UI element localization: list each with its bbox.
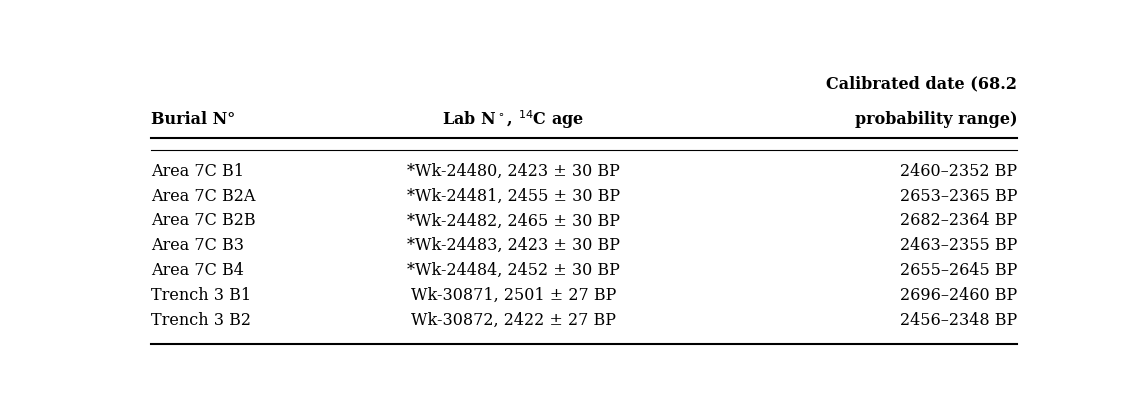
Text: Area 7C B2A: Area 7C B2A — [152, 187, 255, 204]
Text: 2653–2365 BP: 2653–2365 BP — [899, 187, 1017, 204]
Text: probability range): probability range) — [855, 111, 1017, 128]
Text: 2655–2645 BP: 2655–2645 BP — [899, 262, 1017, 279]
Text: *Wk-24483, 2423 ± 30 BP: *Wk-24483, 2423 ± 30 BP — [407, 237, 620, 254]
Text: Lab N$^\circ$, $^{14}$C age: Lab N$^\circ$, $^{14}$C age — [442, 108, 585, 131]
Text: Wk-30872, 2422 ± 27 BP: Wk-30872, 2422 ± 27 BP — [412, 312, 616, 329]
Text: Burial N°: Burial N° — [152, 111, 236, 128]
Text: *Wk-24484, 2452 ± 30 BP: *Wk-24484, 2452 ± 30 BP — [407, 262, 620, 279]
Text: 2456–2348 BP: 2456–2348 BP — [899, 312, 1017, 329]
Text: Trench 3 B1: Trench 3 B1 — [152, 287, 252, 304]
Text: *Wk-24480, 2423 ± 30 BP: *Wk-24480, 2423 ± 30 BP — [407, 163, 620, 180]
Text: Trench 3 B2: Trench 3 B2 — [152, 312, 251, 329]
Text: Area 7C B4: Area 7C B4 — [152, 262, 244, 279]
Text: *Wk-24482, 2465 ± 30 BP: *Wk-24482, 2465 ± 30 BP — [407, 212, 620, 230]
Text: Area 7C B1: Area 7C B1 — [152, 163, 244, 180]
Text: *Wk-24481, 2455 ± 30 BP: *Wk-24481, 2455 ± 30 BP — [407, 187, 620, 204]
Text: Wk-30871, 2501 ± 27 BP: Wk-30871, 2501 ± 27 BP — [410, 287, 617, 304]
Text: Area 7C B2B: Area 7C B2B — [152, 212, 256, 230]
Text: 2460–2352 BP: 2460–2352 BP — [901, 163, 1017, 180]
Text: Calibrated date (68.2: Calibrated date (68.2 — [826, 75, 1017, 92]
Text: 2696–2460 BP: 2696–2460 BP — [899, 287, 1017, 304]
Text: 2682–2364 BP: 2682–2364 BP — [899, 212, 1017, 230]
Text: Area 7C B3: Area 7C B3 — [152, 237, 244, 254]
Text: 2463–2355 BP: 2463–2355 BP — [899, 237, 1017, 254]
